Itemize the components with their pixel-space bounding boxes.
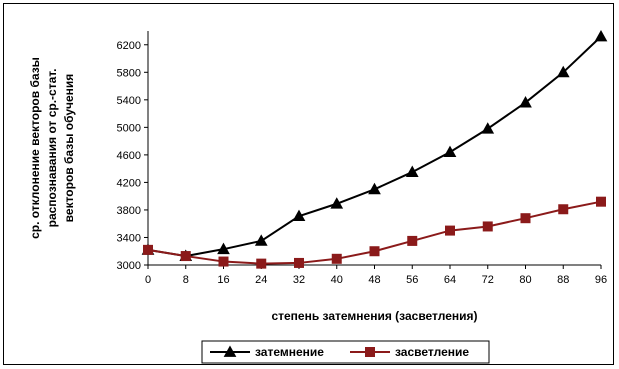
series-square [144,197,606,268]
x-tick-label: 96 [595,274,607,286]
series-line [148,37,601,257]
y-axis-title-line: ср. отклонение векторов базы [28,57,42,239]
x-tick-label: 64 [444,274,456,286]
data-point [369,184,380,194]
x-tick-label: 88 [557,274,569,286]
y-axis-title-line: распознавания от ср.-стат. [45,69,59,228]
x-axis-ticks: 0 8 16 24 32 40 48 56 64 72 80 88 96 [145,265,607,286]
y-tick-label: 3800 [117,205,141,217]
x-tick-label: 72 [482,274,494,286]
series-group [143,31,607,268]
y-axis-title: ср. отклонение векторов базы распознавани… [28,57,76,239]
data-point [407,167,418,177]
x-tick-label: 48 [368,274,380,286]
data-point [446,226,455,235]
data-point [219,257,228,266]
data-point [332,254,341,263]
x-tick-label: 56 [406,274,418,286]
y-tick-label: 4200 [117,177,141,189]
data-point [483,222,492,231]
y-tick-label: 4600 [117,150,141,162]
legend-marker [366,348,375,357]
data-point [295,258,304,267]
data-point [181,252,190,261]
data-point [256,235,267,245]
y-tick-label: 3400 [117,232,141,244]
y-tick-label: 6200 [117,40,141,52]
data-point [370,247,379,256]
x-axis-title: степень затемнения (засветления) [271,309,477,323]
data-point [144,245,153,254]
data-point [559,205,568,214]
x-tick-label: 80 [519,274,531,286]
y-tick-label: 3000 [117,260,141,272]
series-triangle [143,31,607,260]
y-axis-ticks: 3000 3400 3800 4200 4600 5000 5400 5800 6200 [117,40,148,272]
x-tick-label: 40 [331,274,343,286]
x-tick-label: 0 [145,274,151,286]
data-point [482,123,493,133]
data-point [597,197,606,206]
x-tick-label: 16 [217,274,229,286]
y-tick-label: 5000 [117,122,141,134]
data-point [596,31,607,41]
y-axis-title-line: векторов базы обучения [62,74,76,223]
y-tick-label: 5400 [117,95,141,107]
y-tick-label: 5800 [117,67,141,79]
legend: затемнение засветление [202,341,489,363]
x-tick-label: 32 [293,274,305,286]
data-point [257,259,266,268]
data-point [521,214,530,223]
data-point [445,147,456,157]
data-point [408,236,417,245]
axes [148,31,601,265]
x-tick-label: 24 [255,274,267,286]
legend-item: засветление [350,345,469,359]
legend-label: засветление [395,345,469,359]
x-tick-label: 8 [183,274,189,286]
legend-label: затемнение [255,345,324,359]
